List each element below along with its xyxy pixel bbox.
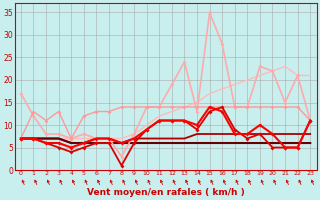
X-axis label: Vent moyen/en rafales ( km/h ): Vent moyen/en rafales ( km/h ) [87, 188, 244, 197]
